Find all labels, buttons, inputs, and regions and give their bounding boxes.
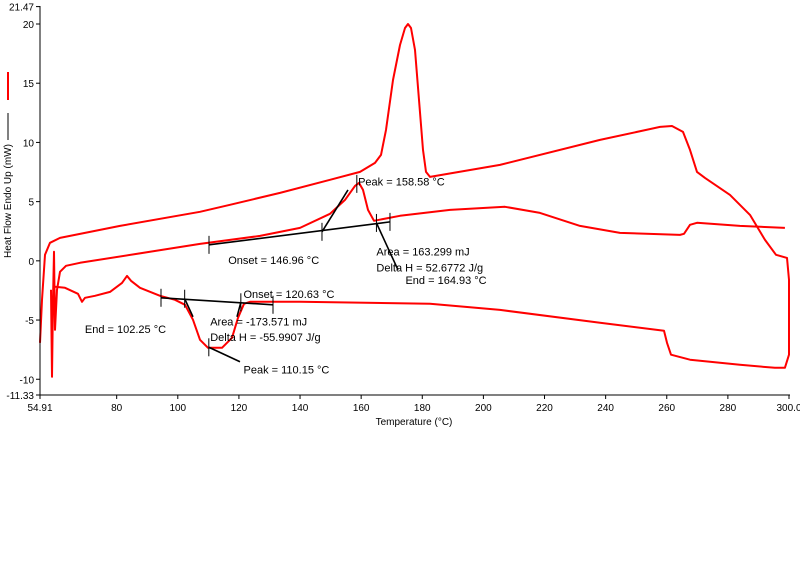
y-tick-label: -11.33 xyxy=(6,391,34,402)
annotation-label: Onset = 146.96 °C xyxy=(228,255,319,267)
x-tick-label: 54.91 xyxy=(27,403,52,414)
cryst-peak-leader xyxy=(208,346,241,363)
y-tick-label: -5 xyxy=(25,316,34,327)
melt-end-leader xyxy=(375,222,399,271)
annotation-label: Peak = 110.15 °C xyxy=(244,364,330,376)
y-tick-label: 20 xyxy=(23,20,35,31)
x-tick-label: 80 xyxy=(111,403,123,414)
cryst-onset-tangent xyxy=(236,302,242,318)
x-tick-label: 140 xyxy=(292,403,309,414)
x-tick-label: 220 xyxy=(536,403,553,414)
x-tick-label: 160 xyxy=(353,403,370,414)
x-tick-label: 260 xyxy=(658,403,675,414)
x-tick-label: 100 xyxy=(169,403,186,414)
x-axis-label: Temperature (°C) xyxy=(376,417,453,428)
y-tick-label: 15 xyxy=(23,79,35,90)
annotation-label: Area = -173.571 mJ xyxy=(210,316,307,328)
y-tick-label: 0 xyxy=(28,257,34,268)
x-tick-label: 280 xyxy=(720,403,737,414)
cryst-end-tangent xyxy=(183,298,194,318)
x-tick-label: 180 xyxy=(414,403,431,414)
x-tick-label: 240 xyxy=(597,403,614,414)
x-tick-label: 200 xyxy=(475,403,492,414)
melt-baseline xyxy=(208,221,391,246)
y-tick-label: 21.47 xyxy=(9,3,34,14)
y-axis-label: Heat Flow Endo Up (mW) xyxy=(3,144,14,258)
cryst-baseline xyxy=(160,296,274,306)
y-axis-legend: Heat Flow Endo Up (mW) xyxy=(3,72,14,258)
annotation-label: End = 164.93 °C xyxy=(405,275,486,287)
annotation-label: Onset = 120.63 °C xyxy=(244,289,335,301)
series-heating-cooling-run xyxy=(39,23,790,369)
y-tick-label: 10 xyxy=(23,138,35,149)
annotation-label: Peak = 158.58 °C xyxy=(358,177,445,189)
x-tick-label: 120 xyxy=(231,403,248,414)
annotations-layer: Peak = 158.58 °C Onset = 146.96 °C Area = … xyxy=(85,174,487,376)
annotation-label: End = 102.25 °C xyxy=(85,324,166,336)
x-tick-label: 300.0 xyxy=(776,403,800,414)
annotation-label: Area = 163.299 mJ xyxy=(376,247,469,259)
annotation-label: Delta H = -55.9907 J/g xyxy=(210,332,320,344)
y-tick-label: -10 xyxy=(20,375,35,386)
annotation-label: Delta H = 52.6772 J/g xyxy=(376,262,483,274)
melt-onset-tangent xyxy=(321,189,349,233)
y-tick-label: 5 xyxy=(28,198,34,209)
axes-layer: 54.91 80 100 120 140 160 180 200 220 240 260 280 300… xyxy=(6,3,800,414)
